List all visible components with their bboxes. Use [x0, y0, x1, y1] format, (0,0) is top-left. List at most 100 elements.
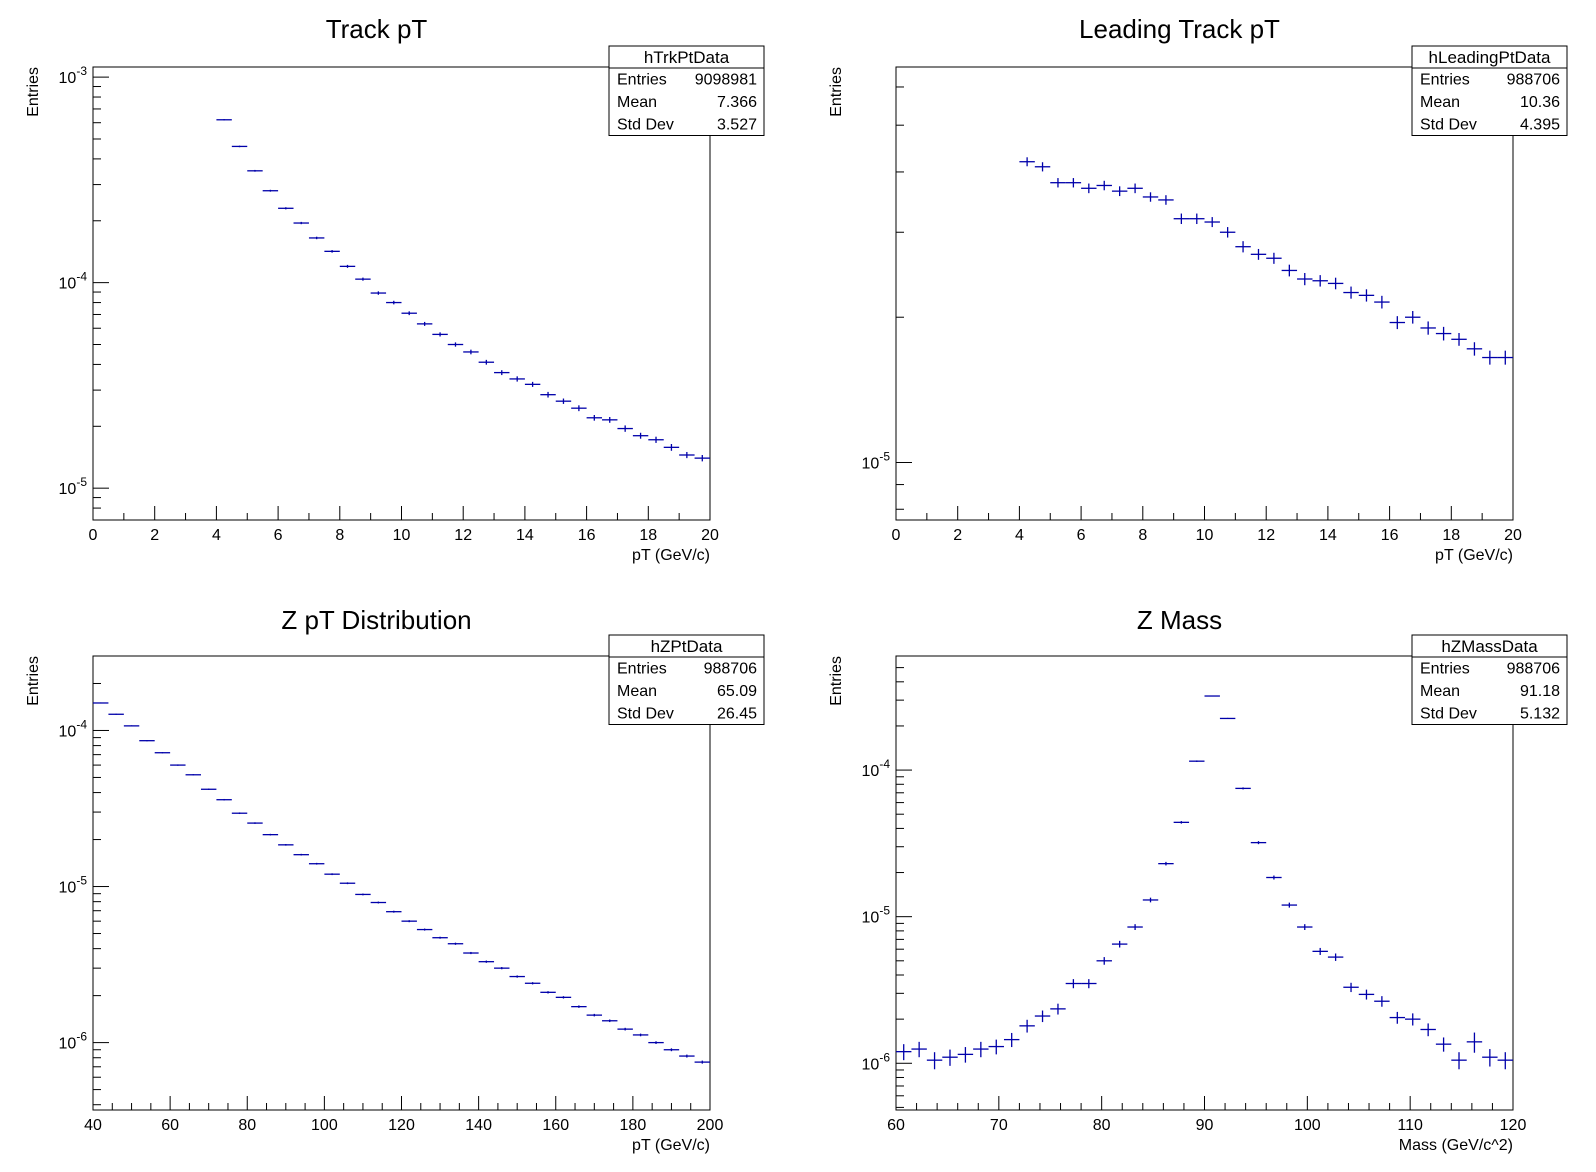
data-point: [540, 991, 556, 994]
data-point: [324, 250, 340, 253]
data-point: [1266, 875, 1282, 880]
data-point: [1235, 241, 1251, 253]
x-axis-label: pT (GeV/c): [632, 547, 710, 564]
chart-title: Z pT Distribution: [281, 605, 471, 635]
data-point: [432, 936, 448, 939]
data-point: [401, 311, 417, 316]
chart-title: Z Mass: [1137, 605, 1222, 635]
data-point: [200, 788, 217, 790]
stats-box-name: hTrkPtData: [644, 48, 730, 67]
y-tick-label: 10-4: [59, 717, 88, 740]
data-point: [231, 812, 248, 815]
stats-value: 91.18: [1520, 683, 1560, 700]
data-point: [1096, 957, 1112, 965]
data-point: [1065, 178, 1082, 188]
stats-label: Std Dev: [617, 117, 674, 134]
stats-value: 9098981: [695, 72, 757, 89]
stats-value: 10.36: [1520, 94, 1560, 111]
data-point: [1482, 1049, 1498, 1067]
stats-value: 26.45: [717, 706, 757, 723]
chart-panel-3: Z Mass 60 70 80 90 100 110 120 10-6 10-5 10-4 Mass …: [828, 605, 1568, 1154]
data-point: [540, 391, 556, 398]
stats-label: Mean: [617, 683, 657, 700]
y-tick-label: 10-6: [862, 1050, 891, 1073]
data-point: [416, 321, 433, 326]
data-point: [1358, 289, 1375, 302]
data-point: [231, 145, 248, 148]
data-point: [1266, 252, 1282, 264]
data-point: [447, 342, 464, 347]
data-point: [1297, 272, 1313, 286]
x-tick-label: 14: [516, 527, 534, 544]
data-point: [555, 398, 572, 404]
data-point: [262, 189, 279, 192]
data-point: [1142, 897, 1159, 903]
data-point: [1405, 1013, 1421, 1026]
data-point: [370, 291, 387, 295]
data-point: [973, 1041, 989, 1058]
data-point: [108, 713, 124, 715]
data-point: [1420, 321, 1436, 335]
data-point: [308, 862, 325, 865]
data-point: [432, 332, 448, 337]
stats-value: 3.527: [717, 117, 757, 134]
data-point: [1081, 979, 1097, 989]
data-point: [247, 169, 263, 172]
x-tick-label: 0: [89, 527, 98, 544]
data-point: [262, 833, 279, 836]
stats-value: 988706: [1507, 72, 1560, 89]
data-point: [1312, 275, 1328, 287]
data-point: [278, 844, 294, 846]
data-point: [1219, 227, 1236, 238]
data-point: [896, 1044, 912, 1061]
stats-box: hLeadingPtData Entries 988706 Mean 10.36 Std …: [1411, 45, 1568, 136]
x-tick-label: 12: [1257, 527, 1275, 544]
data-point: [1034, 1010, 1051, 1023]
x-tick-label: 10: [393, 527, 411, 544]
stats-box-frame: [1411, 634, 1568, 725]
data-point: [1173, 213, 1190, 225]
y-axis-label: Entries: [25, 67, 42, 117]
data-point: [694, 454, 710, 462]
x-tick-label: 200: [697, 1117, 724, 1134]
data-point: [1127, 924, 1143, 931]
data-point: [1003, 1032, 1020, 1048]
data-point: [524, 982, 541, 985]
x-tick-label: 110: [1397, 1117, 1423, 1134]
data-point: [1235, 787, 1251, 790]
x-tick-label: 100: [311, 1117, 338, 1134]
data-point: [1389, 1011, 1406, 1024]
data-point: [370, 901, 387, 904]
x-tick-label: 120: [1500, 1117, 1527, 1134]
stats-label: Mean: [1420, 94, 1460, 111]
data-point: [1451, 332, 1467, 346]
stats-value: 65.09: [717, 683, 757, 700]
data-point: [663, 1048, 680, 1052]
data-point: [1204, 217, 1220, 228]
data-point: [1374, 996, 1390, 1007]
x-tick-label: 8: [335, 527, 344, 544]
data-point: [1281, 264, 1298, 277]
x-tick-label: 4: [212, 527, 221, 544]
data-point: [586, 414, 603, 421]
x-tick-label: 16: [1381, 527, 1399, 544]
data-point: [648, 1041, 664, 1044]
data-point: [1081, 183, 1097, 194]
stats-label: Std Dev: [1420, 117, 1477, 134]
data-point: [1142, 192, 1159, 202]
stats-box-frame: [608, 634, 765, 725]
chart-panel-0: Track pT 0 2 4 6 8 10 12 14 16 18 20 10-5 10-4 10-3 pT …: [25, 14, 765, 564]
data-point: [1405, 311, 1421, 324]
data-point: [494, 370, 510, 376]
x-tick-label: 18: [1442, 527, 1460, 544]
x-axis-label: pT (GeV/c): [632, 1137, 710, 1154]
data-point: [185, 774, 201, 776]
chart-title: Leading Track pT: [1079, 14, 1280, 44]
data-point: [355, 893, 371, 896]
x-tick-label: 60: [161, 1117, 179, 1134]
data-point: [942, 1049, 958, 1066]
x-tick-label: 20: [701, 527, 719, 544]
data-point: [1096, 180, 1112, 191]
y-tick-label: 10-6: [59, 1030, 88, 1053]
